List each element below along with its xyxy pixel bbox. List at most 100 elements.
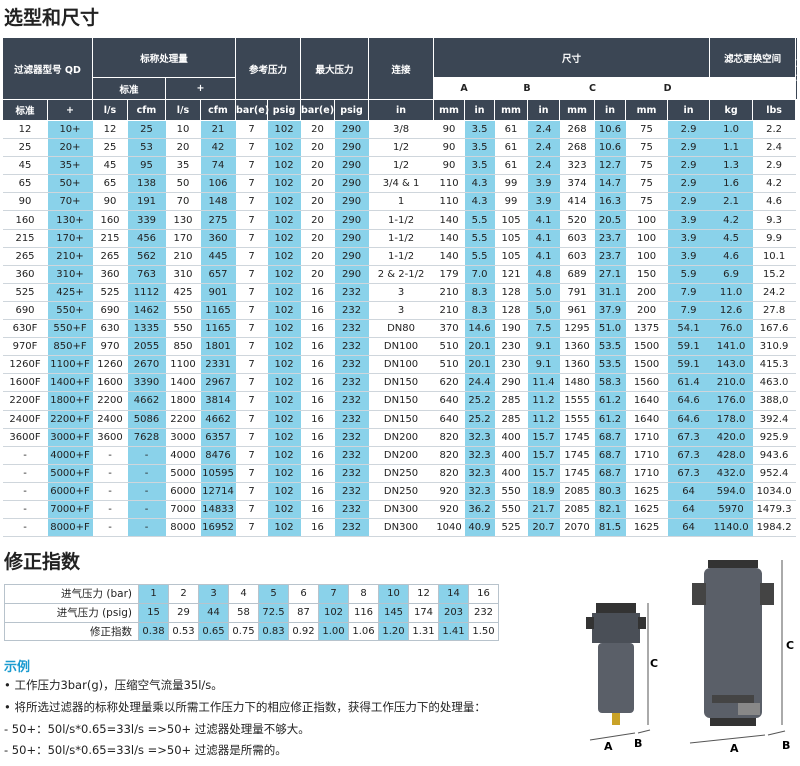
unit-cell: bar(e) xyxy=(235,99,269,121)
data-cell: DN100 xyxy=(368,355,434,375)
data-cell: - xyxy=(2,482,48,501)
data-cell: 1479.3 xyxy=(752,500,796,520)
data-cell: 7 xyxy=(235,192,268,212)
data-cell: 160 xyxy=(2,210,48,230)
data-row: 45 35+ 45 95 35 74 7 102 20 290 1/2 90 3.5 61 2.4 323 12… xyxy=(2,156,798,176)
data-cell: 2670 xyxy=(127,355,166,375)
data-cell: 3/4 & 1 xyxy=(368,174,434,194)
data-cell: - xyxy=(92,446,128,465)
data-cell: 102 xyxy=(267,319,301,339)
data-cell: 24.4 xyxy=(464,373,495,393)
data-cell: 20 xyxy=(300,192,335,212)
data-cell: 20 xyxy=(300,138,335,158)
data-cell: 25 xyxy=(92,138,128,158)
data-cell: 525 xyxy=(92,283,128,302)
data-cell: 0.75 xyxy=(228,621,259,642)
data-cell: 32.3 xyxy=(464,428,495,447)
data-cell: 961 xyxy=(559,301,595,321)
data-cell: 58 xyxy=(228,602,259,623)
data-cell: 200 xyxy=(625,301,668,321)
data-cell: 7.5 xyxy=(527,319,560,339)
data-cell: 102 xyxy=(267,138,301,158)
data-row: -5000+F - -5000 10595 7 102 16 232 DN250 820 32.3 4… xyxy=(2,464,798,483)
data-cell: 179 xyxy=(433,265,465,284)
data-cell: 7 xyxy=(235,337,268,357)
data-cell: 68.7 xyxy=(594,464,626,483)
data-cell: 5.5 xyxy=(464,229,495,248)
data-cell: 850 xyxy=(165,337,201,357)
data-cell: 2400F xyxy=(2,410,48,429)
data-cell: 7 xyxy=(235,446,268,465)
data-cell: 2200 xyxy=(165,410,201,429)
data-cell: 4.8 xyxy=(527,265,560,284)
data-row: -4000+F - -4000 8476 7 102 16 232 DN200 820 32.3 40… xyxy=(2,446,798,465)
data-cell: 90 xyxy=(433,120,465,140)
data-cell: 7 xyxy=(235,518,268,538)
data-cell: 525 xyxy=(494,518,528,538)
data-cell: - xyxy=(127,446,166,465)
data-cell: 90 xyxy=(433,138,465,158)
data-cell: 3.9 xyxy=(527,192,560,212)
data-cell: 65 xyxy=(92,174,128,194)
data-cell: 64 xyxy=(667,500,710,520)
data-cell: 1710 xyxy=(625,428,668,447)
data-cell: 1.3 xyxy=(709,156,753,176)
data-cell: 31.1 xyxy=(594,283,626,302)
data-cell: 5.5 xyxy=(464,247,495,266)
data-cell: 232 xyxy=(334,410,369,429)
data-cell: 360 xyxy=(92,265,128,284)
data-cell: 16 xyxy=(468,584,499,604)
data-cell: 50 xyxy=(165,174,201,194)
data-cell: 59.1 xyxy=(667,355,710,375)
data-cell: 10 xyxy=(165,120,201,140)
data-cell: 4.1 xyxy=(527,247,560,266)
example-line: • 将所选过滤器的标称处理量乘以所需工作压力下的相应修正指数，获得工作压力下的处… xyxy=(4,700,486,714)
header-cell: 尺寸 xyxy=(433,37,711,78)
data-cell: 16 xyxy=(300,319,335,339)
data-row: 1260F 1100+F 1260 2670 1100 2331 7 102 16 232 DN10… xyxy=(2,355,798,375)
data-cell: 15.7 xyxy=(527,464,560,483)
data-cell: 110 xyxy=(433,192,465,212)
data-cell: 99 xyxy=(494,192,528,212)
data-cell: 1600F xyxy=(2,373,48,393)
data-cell: 1100+F xyxy=(47,355,93,375)
data-cell: 7 xyxy=(235,373,268,393)
data-cell: 7 xyxy=(235,265,268,284)
data-cell: 16952 xyxy=(200,518,236,538)
unit-cell: in xyxy=(594,99,627,121)
data-row: 160 130+ 160 339 130 275 7 102 20 290 1-1/2 140 5.5 1… xyxy=(2,210,798,230)
data-cell: 61.2 xyxy=(594,391,626,411)
data-cell: 1480 xyxy=(559,373,595,393)
header-cell: 滤芯更换空间 xyxy=(709,37,797,78)
unit-cell: bar(e) xyxy=(300,99,336,121)
data-cell: - xyxy=(92,482,128,501)
data-cell: 2.2 xyxy=(752,120,796,140)
data-cell: - xyxy=(127,464,166,483)
data-cell: 25.2 xyxy=(464,410,495,429)
header-cell: + xyxy=(164,77,237,100)
header-row: 标准 + l/s cfm l/s cfm bar(e) psig bar(e) psig in mm i… xyxy=(2,99,798,121)
data-cell: 210 xyxy=(433,301,465,321)
data-cell: 7 xyxy=(235,120,268,140)
data-cell: 100 xyxy=(625,247,668,266)
data-cell: 7 xyxy=(235,391,268,411)
data-cell: 8000+F xyxy=(47,518,93,538)
data-cell: 689 xyxy=(559,265,595,284)
data-cell: 943.6 xyxy=(752,446,796,465)
data-cell: 0.92 xyxy=(288,621,319,642)
data-cell: 1600 xyxy=(92,373,128,393)
data-cell: 148 xyxy=(200,192,236,212)
data-cell: 20 xyxy=(300,265,335,284)
data-cell: 67.3 xyxy=(667,428,710,447)
data-cell: 53.5 xyxy=(594,355,626,375)
data-cell: 2085 xyxy=(559,482,595,501)
data-cell: 3600 xyxy=(92,428,128,447)
data-cell: 61.4 xyxy=(667,373,710,393)
data-cell: 7628 xyxy=(127,428,166,447)
data-cell: 525 xyxy=(2,283,48,302)
data-cell: 2.1 xyxy=(709,192,753,212)
data-cell: 1.20 xyxy=(378,621,409,642)
unit-cell: cfm xyxy=(199,99,237,121)
data-cell: 105 xyxy=(494,229,528,248)
data-cell: 630F xyxy=(2,319,48,339)
